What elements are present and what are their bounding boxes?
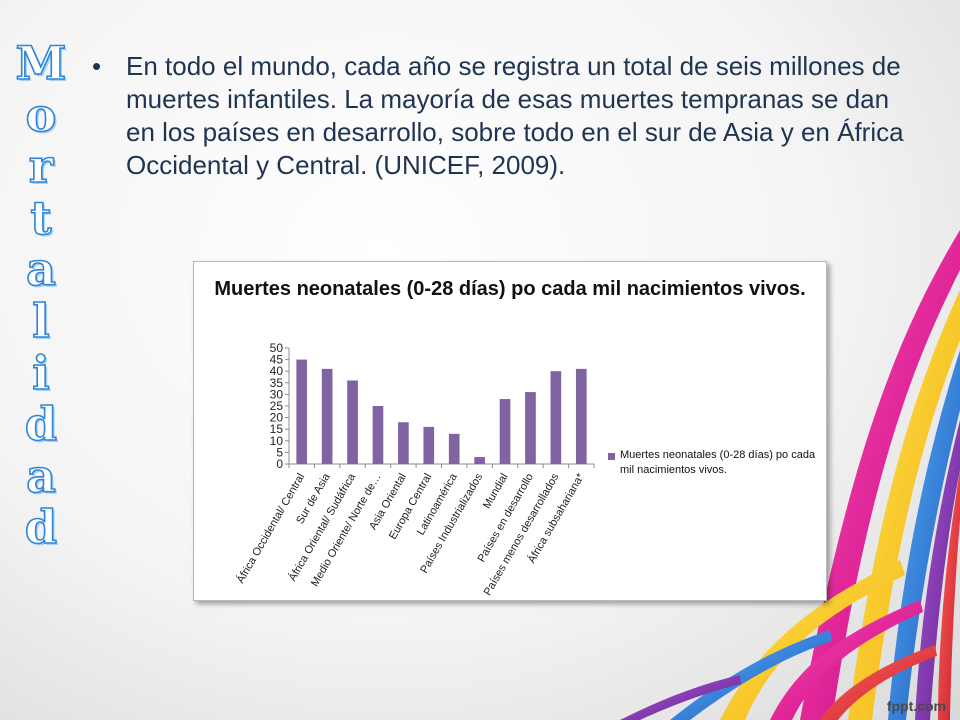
legend-label: Muertes neonatales (0-28 días) po cada m… <box>620 449 816 476</box>
y-tick-label: 15 <box>270 422 284 436</box>
footer-brand: fppt.com <box>886 698 946 714</box>
side-title-letter: M <box>15 36 68 90</box>
side-title-letter: r <box>28 139 54 194</box>
side-title-letter: o <box>25 87 57 142</box>
y-tick-label: 30 <box>270 387 284 401</box>
bar <box>550 371 562 464</box>
bar <box>448 433 460 464</box>
y-tick-label: 40 <box>270 364 284 378</box>
side-title-letter: d <box>24 500 58 555</box>
y-tick-label: 25 <box>270 399 284 413</box>
y-tick-label: 0 <box>276 457 283 471</box>
y-tick-label: 45 <box>270 353 284 367</box>
side-title-letter: t <box>30 190 53 245</box>
body-text: En todo el mundo, cada año se registra u… <box>126 51 904 180</box>
y-tick-label: 5 <box>276 445 283 459</box>
bullet-dot: • <box>92 51 102 81</box>
bullet-list: • En todo el mundo, cada año se registra… <box>92 50 922 182</box>
bar <box>372 406 384 464</box>
y-tick-label: 35 <box>270 376 284 390</box>
side-title-letter: a <box>25 448 56 503</box>
bullet-item: • En todo el mundo, cada año se registra… <box>92 50 922 182</box>
bar <box>423 426 435 464</box>
side-title-letter: l <box>31 293 50 348</box>
bar <box>474 457 485 464</box>
y-tick-label: 20 <box>270 411 284 425</box>
bar <box>321 368 333 464</box>
chart-legend: Muertes neonatales (0-28 días) po cada m… <box>608 448 818 478</box>
side-title-letter: d <box>24 397 58 452</box>
chart-frame: Muertes neonatales (0-28 días) po cada m… <box>193 261 827 601</box>
bar <box>525 392 536 464</box>
bar <box>398 422 409 464</box>
bar <box>296 359 308 464</box>
side-title-letter: a <box>25 242 56 297</box>
legend-swatch <box>608 453 615 460</box>
chart-title: Muertes neonatales (0-28 días) po cada m… <box>214 278 806 300</box>
bar <box>347 380 358 464</box>
side-title-letter: i <box>31 345 50 400</box>
bar <box>575 368 587 464</box>
bar <box>499 399 511 464</box>
y-tick-label: 10 <box>270 434 284 448</box>
y-tick-label: 50 <box>270 341 284 355</box>
